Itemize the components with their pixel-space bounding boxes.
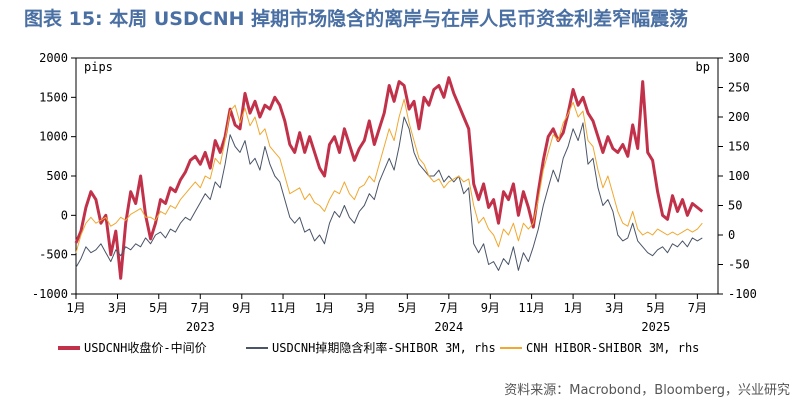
x-tick-label: 1月 [315,301,334,315]
left-tick-label: 1000 [39,130,68,144]
right-tick-label: 300 [728,51,750,65]
x-tick-label: 3月 [356,301,375,315]
right-axis-unit: bp [696,60,710,74]
source-note: 资料来源：Macrobond，Bloomberg，兴业研究 [504,383,790,398]
right-tick-label: 200 [728,110,750,124]
right-tick-label: 150 [728,140,750,154]
left-axis-unit: pips [84,60,113,74]
x-tick-label: 7月 [688,301,707,315]
x-year-label: 2023 [186,320,215,334]
right-tick-label: -100 [728,287,757,301]
series-line-1 [74,76,704,280]
series-line-2 [75,116,703,271]
x-tick-label: 3月 [108,301,127,315]
x-tick-label: 1月 [66,301,85,315]
x-tick-label: 5月 [149,301,168,315]
x-tick-label: 1月 [563,301,582,315]
x-tick-label: 5月 [646,301,665,315]
x-tick-label: 11月 [270,301,296,315]
x-year-label: 2024 [434,320,463,334]
legend-label-2: USDCNH掉期隐含利率-SHIBOR 3M, rhs [272,340,496,355]
left-tick-label: 500 [46,169,68,183]
axis-layer: -1000-5000500100015002000pips-100-500501… [32,51,757,334]
right-tick-label: 50 [728,199,742,213]
x-tick-label: 3月 [605,301,624,315]
series-line-3 [75,98,703,253]
x-tick-label: 5月 [398,301,417,315]
legend-label-3: CNH HIBOR-SHIBOR 3M, rhs [526,341,699,355]
chart-title: 图表 15: 本周 USDCNH 掉期市场隐含的离岸与在岸人民币资金利差窄幅震荡 [24,8,689,30]
left-tick-label: 2000 [39,51,68,65]
left-tick-label: -1000 [32,287,68,301]
left-tick-label: -500 [39,248,68,262]
left-tick-label: 1500 [39,90,68,104]
legend-label-1: USDCNH收盘价-中间价 [84,340,207,355]
legend: USDCNH收盘价-中间价 USDCNH掉期隐含利率-SHIBOR 3M, rhs… [58,340,699,355]
right-tick-label: 100 [728,169,750,183]
right-tick-label: 0 [728,228,735,242]
x-tick-label: 11月 [518,301,544,315]
x-tick-label: 9月 [481,301,500,315]
x-tick-label: 9月 [232,301,251,315]
right-tick-label: 250 [728,81,750,95]
left-tick-label: 0 [61,208,68,222]
x-tick-label: 7月 [439,301,458,315]
x-tick-label: 7月 [191,301,210,315]
series-layer [74,76,704,280]
x-year-label: 2025 [641,320,670,334]
right-tick-label: -50 [728,258,750,272]
